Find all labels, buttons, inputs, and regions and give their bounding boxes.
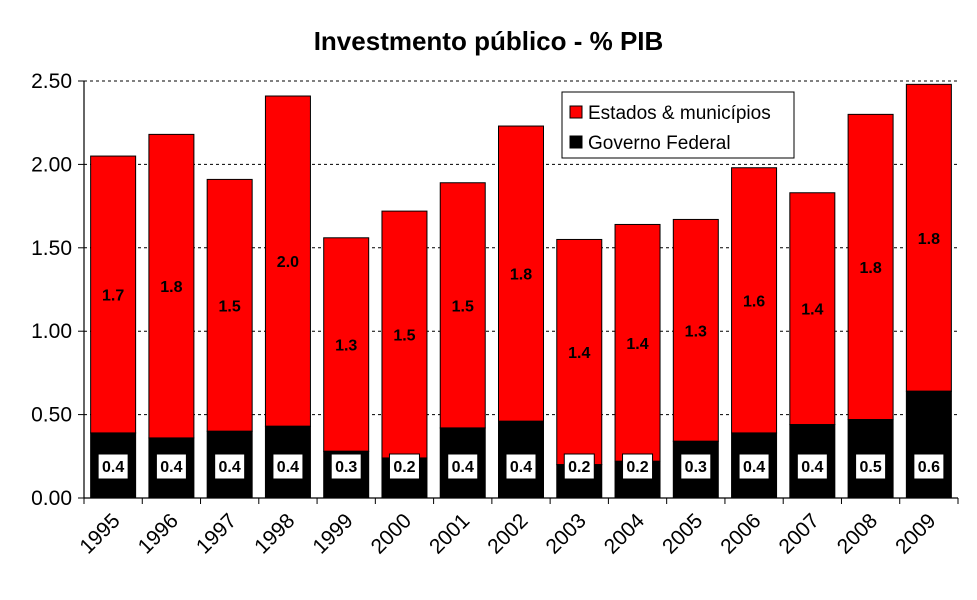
x-tick-label: 2001 (425, 509, 474, 558)
data-label-estados-municipios: 1.6 (743, 293, 765, 310)
data-label-governo-federal: 0.5 (859, 459, 881, 476)
bar-estados-municipios (498, 125, 544, 422)
y-tick-label: 0.00 (31, 487, 72, 510)
data-label-governo-federal: 0.2 (626, 459, 648, 476)
data-label-estados-municipios: 1.4 (626, 336, 648, 353)
data-label-box (680, 453, 712, 480)
data-label-box (563, 453, 595, 480)
x-tick-label: 1997 (192, 509, 241, 558)
data-label-estados-municipios: 1.8 (859, 260, 881, 277)
legend-label: Estados & municípios (588, 103, 771, 124)
data-label-estados-municipios: 2.0 (277, 254, 299, 271)
data-label-box (505, 453, 537, 480)
bar-estados-municipios (323, 237, 370, 452)
data-label-estados-municipios: 1.4 (801, 302, 823, 319)
x-tick-label: 2003 (542, 509, 591, 558)
data-label-governo-federal: 0.3 (685, 459, 707, 476)
data-label-estados-municipios: 1.3 (335, 338, 357, 355)
data-label-governo-federal: 0.6 (918, 459, 940, 476)
data-label-box (622, 453, 654, 480)
y-tick-label: 0.50 (31, 404, 72, 427)
data-label-governo-federal: 0.2 (568, 459, 590, 476)
data-label-governo-federal: 0.3 (335, 459, 357, 476)
data-label-box (214, 453, 246, 480)
bar-estados-municipios (847, 113, 894, 421)
bar-governo-federal (905, 390, 952, 499)
y-tick-label: 2.50 (31, 70, 72, 93)
bar-estados-municipios (206, 178, 253, 432)
data-label-box (855, 453, 887, 480)
data-label-governo-federal: 0.4 (452, 459, 474, 476)
bar-estados-municipios (90, 155, 137, 434)
y-tick-label: 2.00 (31, 153, 72, 176)
bar-estados-municipios (264, 95, 311, 427)
data-label-estados-municipios: 1.3 (685, 323, 707, 340)
legend-swatch (569, 105, 583, 119)
legend-box (561, 91, 795, 159)
x-tick-label: 1999 (308, 509, 357, 558)
data-label-box (155, 453, 187, 480)
data-label-estados-municipios: 1.7 (102, 288, 124, 305)
x-tick-label: 2007 (775, 509, 824, 558)
y-tick-label: 1.00 (31, 320, 72, 343)
data-label-estados-municipios: 1.8 (918, 231, 940, 248)
x-tick-label: 2009 (891, 509, 940, 558)
data-label-estados-municipios: 1.5 (219, 298, 241, 315)
bar-estados-municipios (789, 192, 836, 426)
x-tick-label: 2004 (600, 509, 650, 559)
bar-estados-municipios (381, 210, 428, 459)
y-tick-label: 1.50 (31, 237, 72, 260)
data-label-governo-federal: 0.4 (277, 459, 299, 476)
data-label-box (447, 453, 479, 480)
bar-estados-municipios (672, 218, 719, 442)
legend-label: Governo Federal (588, 133, 731, 154)
data-label-estados-municipios: 1.8 (510, 267, 532, 284)
data-label-estados-municipios: 1.5 (452, 298, 474, 315)
data-label-governo-federal: 0.2 (393, 459, 415, 476)
data-label-box (97, 453, 129, 480)
x-tick-label: 1996 (134, 509, 183, 558)
data-label-governo-federal: 0.4 (801, 459, 823, 476)
chart-title: Investmento público - % PIB (313, 26, 664, 56)
bar-estados-municipios (439, 182, 486, 429)
data-label-estados-municipios: 1.4 (568, 345, 590, 362)
data-label-box (272, 453, 304, 480)
bar-estados-municipios (905, 83, 952, 392)
x-tick-label: 1998 (250, 509, 299, 558)
data-label-box (388, 453, 420, 480)
data-label-estados-municipios: 1.8 (160, 279, 182, 296)
data-label-governo-federal: 0.4 (160, 459, 182, 476)
data-label-estados-municipios: 1.5 (393, 328, 415, 345)
data-label-box (330, 453, 362, 480)
x-tick-label: 2005 (658, 509, 707, 558)
legend-swatch (569, 135, 583, 149)
data-label-box (796, 453, 828, 480)
data-label-governo-federal: 0.4 (743, 459, 765, 476)
bar-estados-municipios (614, 223, 661, 462)
x-tick-label: 2006 (716, 509, 765, 558)
data-label-governo-federal: 0.4 (102, 459, 124, 476)
x-tick-label: 2000 (367, 509, 416, 558)
data-label-governo-federal: 0.4 (510, 459, 532, 476)
x-tick-label: 2002 (483, 509, 532, 558)
data-label-box (913, 453, 945, 480)
data-label-governo-federal: 0.4 (219, 459, 241, 476)
x-tick-label: 2008 (833, 509, 882, 558)
data-label-box (738, 453, 770, 480)
bar-estados-municipios (731, 167, 778, 434)
x-tick-label: 1995 (75, 509, 124, 558)
